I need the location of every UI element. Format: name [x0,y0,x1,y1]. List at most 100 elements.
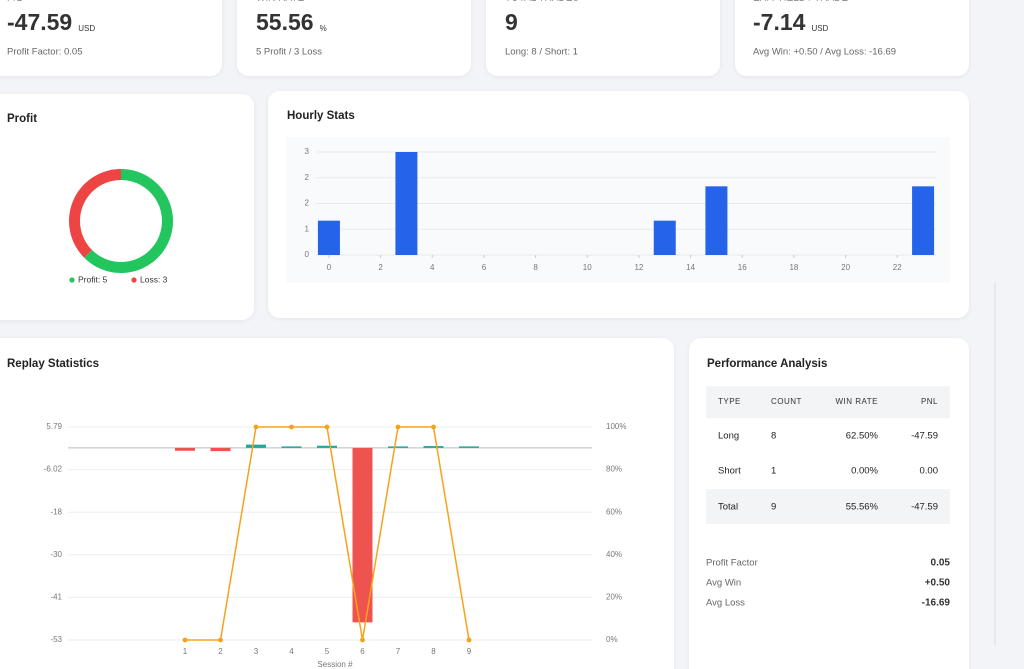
x-tick-label: 4 [289,647,294,656]
stat-card [735,0,969,76]
card-label: WIN RATE [256,0,304,4]
x-tick-label: 8 [533,263,538,272]
y-tick-label: 1 [305,224,310,233]
x-tick-label: 14 [686,263,695,272]
y2-tick-label: 40% [606,550,622,559]
table-header-bg [706,386,950,418]
line-point [466,637,472,643]
y-tick-label: 5.79 [46,422,62,431]
table-cell: -47.59 [911,431,938,442]
bar [705,186,728,255]
table-cell: 55.56% [846,502,879,513]
y-tick-label: -53 [50,635,62,644]
y2-tick-label: 80% [606,465,622,474]
card-label: TOTAL TRADES [505,0,579,4]
bar [317,220,340,255]
x-tick-label: 8 [431,647,436,656]
legend-label: Loss: 3 [140,274,168,284]
table-header: PNL [921,397,938,406]
plot-area [286,137,950,283]
line-point [289,424,294,430]
bar [912,186,935,255]
y-tick-label: -30 [50,550,62,559]
replay-card [0,338,674,669]
y-tick-label: -6.02 [44,465,63,474]
x-tick-label: 7 [396,647,401,656]
legend-label: Profit: 5 [78,274,108,284]
card-title: Performance Analysis [707,358,827,370]
stat-card [237,0,471,76]
stat-card [0,0,222,76]
x-tick-label: 3 [254,647,259,656]
y-tick-label: 0 [305,250,310,259]
table-cell: 62.50% [846,431,879,442]
line-point [253,424,259,430]
y-tick-label: 2 [305,173,310,182]
card-label: P/L [7,0,22,4]
y2-tick-label: 0% [606,635,618,644]
bar [175,447,195,451]
line-point [218,637,223,643]
y-tick-label: -41 [50,593,62,602]
x-tick-label: 2 [218,647,223,656]
bar [653,220,676,255]
x-tick-label: 12 [634,263,643,272]
x-tick-label: 4 [430,263,435,272]
stat-value: 0.05 [931,558,951,569]
stat-card [486,0,720,76]
y2-tick-label: 100% [606,422,626,431]
legend-dot [131,277,137,283]
card-unit: % [320,24,327,33]
table-cell: Total [718,502,738,513]
stat-label: Avg Loss [706,598,745,609]
stat-label: Profit Factor [706,558,758,569]
line-point [360,637,365,643]
line-point [182,637,188,643]
card-unit: USD [811,24,828,33]
card-sub: 5 Profit / 3 Loss [256,47,322,58]
x-tick-label: 16 [738,263,747,272]
donut-slice [84,169,173,273]
bar [423,446,444,448]
line-point [395,424,401,430]
x-tick-label: 20 [841,263,850,272]
table-cell: 9 [771,502,776,513]
y2-tick-label: 60% [606,507,622,516]
x-tick-label: 6 [360,647,365,656]
y-tick-label: 3 [305,147,310,156]
card-title: Profit [7,113,37,125]
table-cell: 0.00% [851,466,878,477]
bar [246,444,266,448]
stat-value: -16.69 [922,598,951,609]
card-value: -47.59 [7,9,72,35]
profit-card [0,94,254,320]
x-tick-label: 18 [789,263,798,272]
donut-slice [69,169,121,258]
table-cell: -47.59 [911,502,938,513]
legend-dot [69,277,75,283]
y-tick-label: 2 [305,199,310,208]
x-tick-label: 2 [378,263,383,272]
x-tick-label: 1 [183,647,188,656]
bar [388,446,408,448]
table-cell: 8 [771,431,776,442]
table-header: COUNT [771,397,802,406]
card-sub: Avg Win: +0.50 / Avg Loss: -16.69 [753,47,896,58]
stat-label: Avg Win [706,578,741,589]
card-value: 55.56 [256,9,314,35]
y2-tick-label: 20% [606,593,622,602]
bar [281,446,302,448]
card-title: Hourly Stats [287,110,355,122]
bar [459,446,479,448]
x-tick-label: 9 [467,647,472,656]
line-point [324,424,330,430]
x-tick-label: 10 [583,263,592,272]
table-cell: 0.00 [920,466,939,477]
table-cell: Short [718,466,741,477]
line-point [431,424,436,430]
x-axis-label: Session # [317,660,353,669]
stat-value: +0.50 [925,578,951,589]
table-cell: 1 [771,466,776,477]
